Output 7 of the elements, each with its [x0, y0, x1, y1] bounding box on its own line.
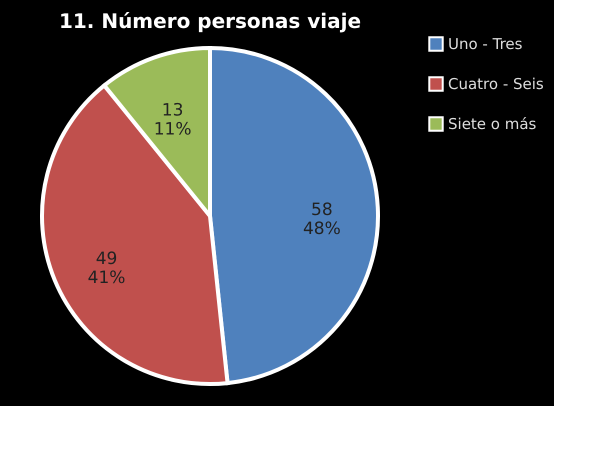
data-label: 13 11% — [154, 100, 192, 140]
data-label: 58 48% — [302, 200, 341, 240]
legend-label: Cuatro - Seis — [448, 75, 544, 93]
chart-title: 11. Número personas viaje — [58, 9, 362, 33]
data-label: 49 41% — [88, 248, 126, 288]
legend-label: Siete o más — [448, 115, 537, 133]
legend-label: Uno - Tres — [448, 35, 523, 53]
